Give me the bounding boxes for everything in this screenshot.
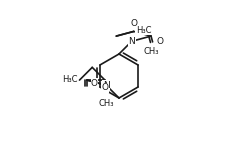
Text: CH₃: CH₃ [99, 99, 114, 108]
Text: O: O [91, 79, 98, 88]
Text: CH₃: CH₃ [144, 47, 159, 56]
Text: O: O [157, 37, 164, 46]
Text: H₃C: H₃C [62, 75, 78, 84]
Text: N: N [128, 37, 135, 46]
Text: O: O [130, 19, 137, 28]
Text: N: N [103, 81, 110, 90]
Text: H₃C: H₃C [136, 26, 151, 35]
Text: O: O [101, 83, 109, 92]
